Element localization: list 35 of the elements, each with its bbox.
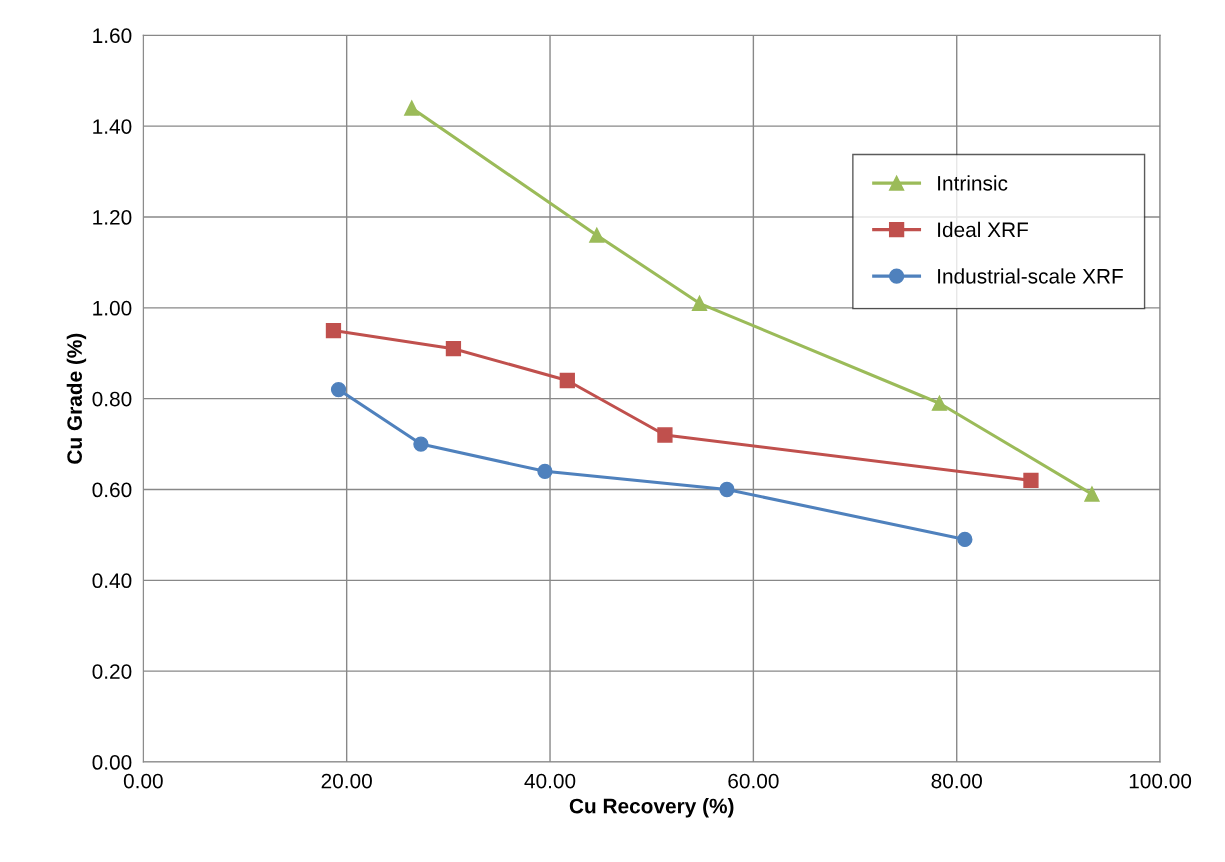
y-tick-label: 0.40 [92, 573, 132, 589]
point [1023, 472, 1039, 489]
point [537, 463, 553, 479]
y-tick-label: 1.20 [93, 210, 132, 225]
point [404, 100, 420, 116]
point [931, 395, 948, 411]
point [330, 381, 347, 398]
y-axis-title: Cu Grade (%) [66, 333, 87, 464]
y-tick-label: 1.00 [93, 300, 132, 316]
y-tick-label: 0.00 [92, 755, 132, 770]
y-tick-label: 0.80 [92, 391, 132, 407]
point [719, 481, 735, 498]
x-tick-label: 100.00 [1129, 773, 1192, 789]
x-tick-label: 40.00 [524, 773, 576, 789]
x-tick-label: 20.00 [321, 773, 372, 789]
y-tick-label: 0.60 [92, 482, 132, 498]
legend-label: Intrinsic [938, 175, 1008, 191]
point [957, 531, 973, 548]
point [657, 427, 673, 443]
point [691, 295, 708, 311]
point [325, 322, 342, 339]
y-tick-label: 1.40 [93, 119, 132, 134]
point [589, 227, 605, 243]
x-tick-label: 0.00 [123, 773, 163, 789]
x-tick-label: 60.00 [728, 773, 779, 789]
point [1084, 486, 1100, 502]
point [559, 372, 575, 389]
point [445, 341, 462, 357]
legend-label: Industrial-scale XRF [938, 268, 1123, 284]
point [413, 436, 429, 452]
x-tick-label: 80.00 [931, 773, 982, 789]
legend-label: Ideal XRF [938, 221, 1028, 238]
x-axis-title: Cu Recovery (%) [569, 798, 734, 818]
y-tick-label: 0.20 [92, 664, 132, 679]
y-tick-label: 1.60 [93, 28, 132, 44]
